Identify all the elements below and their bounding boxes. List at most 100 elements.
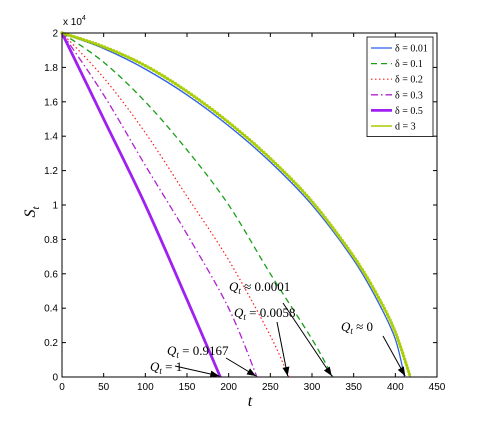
y-tick-label: 0 [52,373,58,384]
series-marker [300,188,305,193]
series-marker [66,33,70,37]
series-marker [304,193,309,198]
series-line-1 [61,32,334,378]
series-marker [385,312,390,316]
x-tick-label: 400 [387,382,404,393]
series-marker [176,83,180,88]
series-marker [327,220,331,225]
series-marker [96,43,101,47]
y-tick-label: 1.2 [44,166,58,177]
series-marker [325,218,329,222]
series-marker [165,76,170,81]
series-marker [93,42,98,46]
series-marker [404,363,409,367]
y-axis-label-main: S [22,210,39,218]
y-multiplier: x 104 [63,15,86,28]
series-marker [181,87,186,91]
series-line-0 [61,32,406,378]
series-marker [225,119,229,123]
series-line-2 [61,32,290,378]
series-marker [200,100,204,104]
annotation-q: Q [150,359,160,374]
series-marker [401,354,406,358]
annotation-value: ≈ 0.0001 [241,279,290,294]
series-marker [114,50,119,54]
series-marker [329,223,333,227]
series-marker [331,226,335,230]
series-marker [321,213,325,217]
series-marker [389,321,394,325]
series-marker [210,107,214,112]
y-tick-label: 1.4 [44,132,58,143]
x-tick-label: 300 [304,382,321,393]
annotation-label: Qt = 1 [150,359,182,376]
x-axis-label: t [248,393,253,410]
series-marker [336,233,341,238]
series-marker [212,109,217,114]
annotation-subscript: t [238,286,241,296]
annotation-arrow-line [276,321,289,377]
series-marker [340,238,345,243]
series-marker [135,59,139,63]
series-marker [205,103,209,108]
series-marker [396,339,401,343]
series-marker [276,163,280,168]
series-marker [351,254,356,259]
series-marker [379,301,384,305]
series-marker [194,96,199,100]
series-line-4 [60,32,222,378]
series-marker [346,246,350,251]
series-marker [232,125,237,130]
series-marker [254,144,259,148]
series-marker [381,304,385,308]
legend-entry: δ = 0.5 [395,106,423,117]
series-marker [72,35,76,39]
series-marker [378,298,382,302]
series-marker [384,309,388,314]
series-marker [126,55,130,59]
annotation-arrow-line [282,302,333,377]
y-multiplier-exponent: 4 [82,15,86,22]
annotation-arrow-head [397,366,406,376]
series-marker [309,198,313,202]
series-marker [387,315,391,319]
series-marker [202,102,207,106]
series-marker [348,249,352,253]
series-marker [269,157,273,161]
series-marker [120,52,124,57]
series-marker [360,267,364,272]
series-marker [319,210,323,215]
series-marker [407,372,412,376]
series-marker [197,98,201,102]
series-marker [311,201,315,205]
series-marker [382,306,387,311]
annotation-q: Q [234,305,244,320]
series-marker [262,150,266,155]
annotation-q: Q [341,319,351,334]
annotation-value: = 0.9167 [179,343,229,358]
series-marker [291,179,296,184]
series-marker [302,191,307,195]
series-layer [60,31,412,378]
series-marker [69,34,73,38]
series-marker [307,196,311,200]
series-marker [184,89,188,93]
series-marker [287,175,291,179]
series-marker [220,115,224,120]
series-marker [173,82,178,86]
series-marker [315,205,319,210]
series-marker [392,327,396,331]
annotation-value: = 1 [162,359,182,374]
series-marker [373,290,377,294]
series-marker [146,65,150,69]
series-marker [192,94,196,99]
series-marker [399,348,404,352]
series-marker [400,351,405,355]
x-tick-label: 350 [345,382,362,393]
series-marker [296,184,300,188]
series-marker [179,85,183,89]
series-marker [363,273,368,277]
y-multiplier-base: x 10 [63,17,82,28]
series-marker [149,67,153,71]
series-marker [105,46,110,50]
